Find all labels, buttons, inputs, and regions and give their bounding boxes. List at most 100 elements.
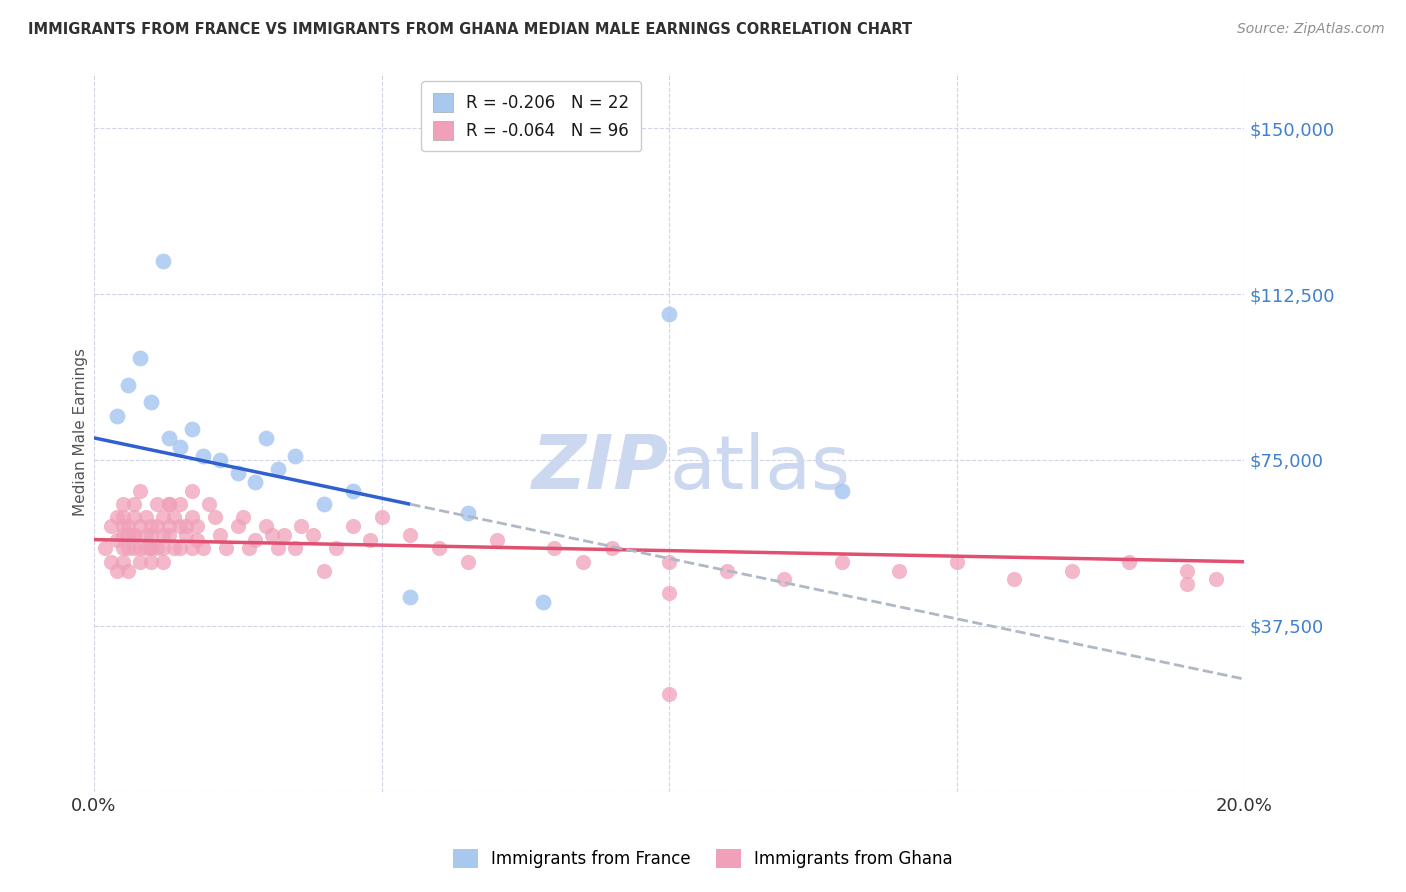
Point <box>658 555 681 569</box>
Point <box>135 510 157 524</box>
Point <box>543 541 565 556</box>
Point <box>193 541 215 556</box>
Point <box>111 528 134 542</box>
Point <box>243 475 266 489</box>
Point <box>256 519 278 533</box>
Point <box>152 510 174 524</box>
Point <box>284 541 307 556</box>
Point <box>226 467 249 481</box>
Point <box>129 483 152 498</box>
Point <box>157 528 180 542</box>
Point <box>129 351 152 366</box>
Point <box>157 497 180 511</box>
Point <box>342 483 364 498</box>
Point <box>180 483 202 498</box>
Point <box>1060 564 1083 578</box>
Point <box>267 462 290 476</box>
Point <box>1118 555 1140 569</box>
Point <box>122 510 145 524</box>
Point <box>186 519 208 533</box>
Point <box>359 533 381 547</box>
Point <box>267 541 290 556</box>
Text: Source: ZipAtlas.com: Source: ZipAtlas.com <box>1237 22 1385 37</box>
Legend: Immigrants from France, Immigrants from Ghana: Immigrants from France, Immigrants from … <box>446 842 960 875</box>
Point <box>312 564 335 578</box>
Point <box>284 449 307 463</box>
Point <box>169 497 191 511</box>
Point <box>262 528 284 542</box>
Point <box>117 528 139 542</box>
Point <box>169 541 191 556</box>
Point <box>1205 573 1227 587</box>
Point <box>399 528 422 542</box>
Point <box>169 440 191 454</box>
Point <box>129 555 152 569</box>
Point <box>1002 573 1025 587</box>
Point <box>169 519 191 533</box>
Point <box>427 541 450 556</box>
Point <box>146 519 169 533</box>
Point <box>152 541 174 556</box>
Point <box>186 533 208 547</box>
Point <box>312 497 335 511</box>
Point <box>105 564 128 578</box>
Point <box>243 533 266 547</box>
Point <box>215 541 238 556</box>
Point <box>141 519 163 533</box>
Point <box>163 510 186 524</box>
Point <box>157 497 180 511</box>
Point <box>945 555 967 569</box>
Point <box>141 541 163 556</box>
Point <box>174 528 197 542</box>
Point <box>105 409 128 423</box>
Point <box>399 590 422 604</box>
Point <box>226 519 249 533</box>
Point <box>290 519 312 533</box>
Point <box>117 564 139 578</box>
Point <box>146 497 169 511</box>
Point <box>531 594 554 608</box>
Point <box>256 431 278 445</box>
Point <box>658 687 681 701</box>
Point <box>152 254 174 268</box>
Point <box>232 510 254 524</box>
Text: atlas: atlas <box>669 432 851 505</box>
Point <box>152 555 174 569</box>
Point <box>238 541 260 556</box>
Point <box>658 585 681 599</box>
Text: IMMIGRANTS FROM FRANCE VS IMMIGRANTS FROM GHANA MEDIAN MALE EARNINGS CORRELATION: IMMIGRANTS FROM FRANCE VS IMMIGRANTS FRO… <box>28 22 912 37</box>
Y-axis label: Median Male Earnings: Median Male Earnings <box>73 349 87 516</box>
Point <box>111 497 134 511</box>
Point <box>1175 564 1198 578</box>
Point <box>141 555 163 569</box>
Point <box>831 555 853 569</box>
Point <box>831 483 853 498</box>
Point <box>122 528 145 542</box>
Point <box>180 541 202 556</box>
Point <box>105 533 128 547</box>
Point <box>370 510 392 524</box>
Point <box>111 519 134 533</box>
Point <box>273 528 295 542</box>
Point <box>204 510 226 524</box>
Point <box>141 541 163 556</box>
Point <box>889 564 911 578</box>
Point <box>572 555 595 569</box>
Point <box>174 519 197 533</box>
Point <box>600 541 623 556</box>
Point <box>163 541 186 556</box>
Point <box>342 519 364 533</box>
Point <box>122 541 145 556</box>
Point <box>135 528 157 542</box>
Point <box>146 541 169 556</box>
Point <box>141 395 163 409</box>
Point <box>485 533 508 547</box>
Legend: R = -0.206   N = 22, R = -0.064   N = 96: R = -0.206 N = 22, R = -0.064 N = 96 <box>422 81 641 152</box>
Point <box>658 307 681 321</box>
Point <box>209 453 232 467</box>
Point <box>117 519 139 533</box>
Point <box>129 519 152 533</box>
Point <box>716 564 738 578</box>
Point <box>94 541 117 556</box>
Point <box>111 510 134 524</box>
